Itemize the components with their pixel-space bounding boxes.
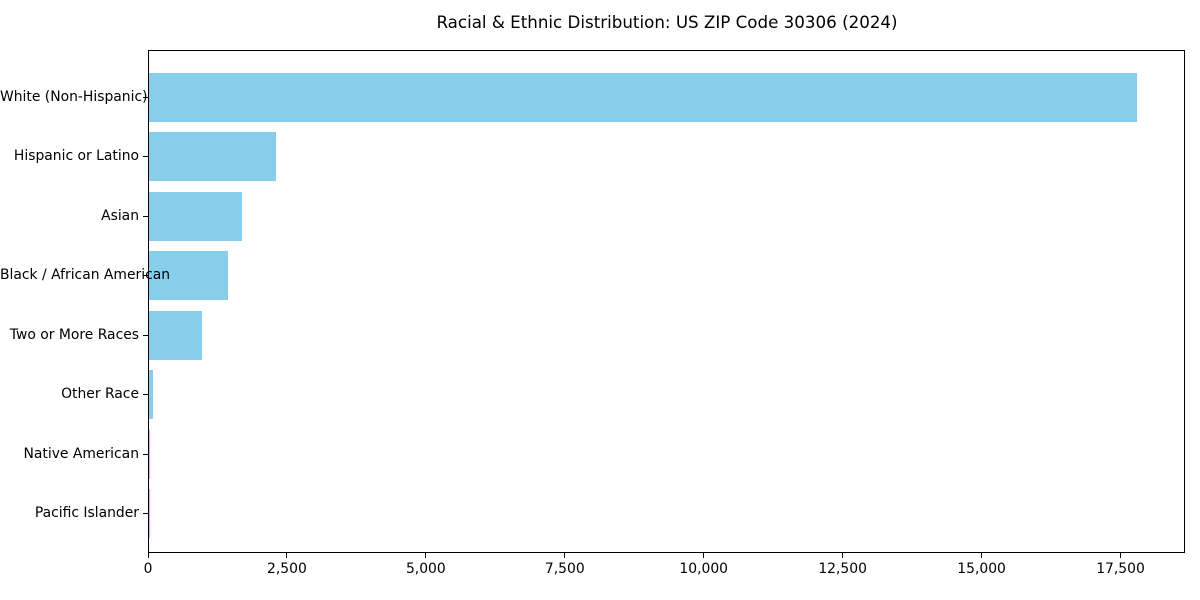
x-tick-label: 5,000 [405, 561, 446, 577]
bar-segment [149, 191, 242, 241]
bar-segment [149, 72, 1137, 122]
x-tick-mark [425, 553, 427, 558]
y-tick-mark [143, 394, 148, 396]
bar-segment [149, 132, 277, 182]
x-tick-label: 12,500 [818, 561, 867, 577]
x-tick-label: 0 [143, 561, 153, 577]
y-tick-label: Native American [23, 445, 140, 462]
x-tick-label: 2,500 [267, 561, 307, 577]
x-tick-mark [703, 553, 705, 558]
plot-area [148, 50, 1185, 553]
y-tick-mark [143, 513, 148, 515]
y-tick-mark [143, 96, 148, 98]
y-tick-label: White (Non-Hispanic) [0, 88, 148, 105]
x-tick-label: 7,500 [544, 561, 585, 577]
y-tick-label: Pacific Islander [34, 505, 139, 522]
y-tick-mark [143, 334, 148, 336]
y-tick-mark [143, 215, 148, 217]
bar-segment [149, 310, 202, 360]
x-tick-mark [842, 553, 844, 558]
bar-segment [149, 370, 153, 420]
x-tick-label: 10,000 [679, 561, 729, 577]
y-tick-mark [143, 275, 148, 277]
x-tick-mark [286, 553, 288, 558]
y-tick-label: Two or More Races [9, 326, 139, 343]
bar-segment [149, 429, 150, 479]
x-tick-mark [147, 553, 149, 558]
y-tick-label: Asian [101, 207, 139, 224]
y-tick-label: Other Race [61, 386, 139, 403]
bar-segment [149, 251, 228, 301]
x-tick-mark [981, 553, 983, 558]
y-tick-mark [143, 156, 148, 158]
x-tick-label: 15,000 [957, 561, 1006, 577]
y-tick-label: Hispanic or Latino [13, 148, 139, 165]
x-tick-mark [564, 553, 566, 558]
chart-title: Racial & Ethnic Distribution: US ZIP Cod… [436, 12, 898, 32]
x-tick-label: 17,500 [1096, 561, 1145, 577]
y-tick-label: Black / African American [0, 267, 171, 284]
x-tick-mark [1120, 553, 1122, 558]
y-tick-mark [143, 453, 148, 455]
